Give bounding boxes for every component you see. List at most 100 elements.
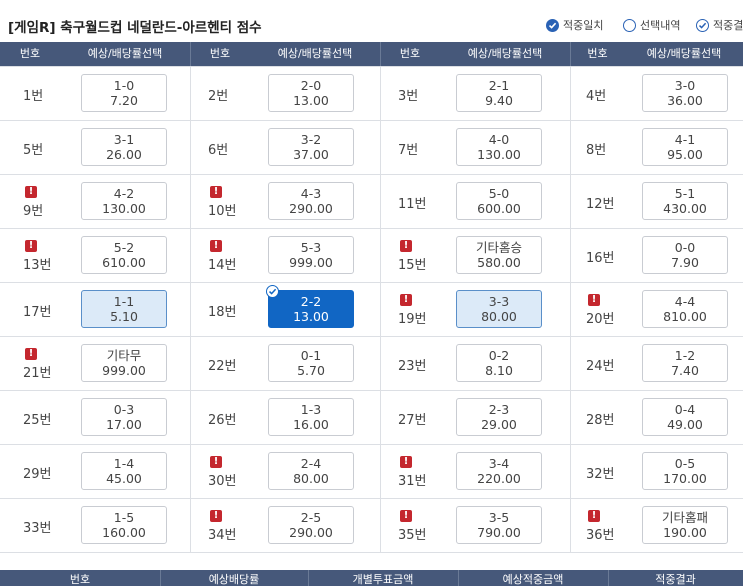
- score-label: 4-1: [674, 132, 696, 147]
- odds-button[interactable]: 1-1 5.10: [81, 290, 167, 328]
- legend-hit-match[interactable]: 적중일치: [546, 17, 603, 33]
- bet-number: 11번: [398, 197, 427, 212]
- odds-button[interactable]: 2-3 29.00: [456, 398, 542, 436]
- odds-button[interactable]: 1-5 160.00: [81, 506, 167, 544]
- odds-button[interactable]: 5-2 610.00: [81, 236, 167, 274]
- odds-button[interactable]: 3-1 26.00: [81, 128, 167, 166]
- footer-divider: [458, 570, 459, 586]
- odds-rate: 430.00: [663, 201, 707, 216]
- odds-button[interactable]: 3-3 80.00: [456, 290, 542, 328]
- odds-button[interactable]: 3-0 36.00: [642, 74, 728, 112]
- odds-button[interactable]: 4-2 130.00: [81, 182, 167, 220]
- odds-button[interactable]: 기타홈패 190.00: [642, 506, 728, 544]
- odds-button[interactable]: 0-3 17.00: [81, 398, 167, 436]
- bet-number: 6번: [208, 143, 229, 158]
- odds-button[interactable]: 5-0 600.00: [456, 182, 542, 220]
- odds-rate: 16.00: [293, 417, 329, 432]
- odds-rate: 790.00: [477, 525, 521, 540]
- score-label: 0-3: [113, 402, 135, 417]
- odds-button[interactable]: 1-3 16.00: [268, 398, 354, 436]
- legend-selection[interactable]: 선택내역: [623, 17, 680, 33]
- column-header-odds: 예상/배당률선택: [467, 47, 543, 60]
- odds-button[interactable]: 1-2 7.40: [642, 344, 728, 382]
- score-label: 기타홈승: [475, 240, 522, 255]
- bet-number: 4번: [586, 89, 607, 104]
- bet-number: 36번: [586, 528, 615, 543]
- bet-number: 25번: [23, 413, 52, 428]
- score-label: 2-5: [300, 510, 322, 525]
- odds-button[interactable]: 기타홈승 580.00: [456, 236, 542, 274]
- odds-button[interactable]: 기타무 999.00: [81, 344, 167, 382]
- odds-button[interactable]: 2-2 13.00: [268, 290, 354, 328]
- score-label: 3-5: [488, 510, 510, 525]
- odds-button[interactable]: 0-0 7.90: [642, 236, 728, 274]
- odds-button[interactable]: 3-4 220.00: [456, 452, 542, 490]
- bet-number: 8번: [586, 143, 607, 158]
- warning-icon: !: [400, 294, 412, 306]
- odds-button[interactable]: 4-3 290.00: [268, 182, 354, 220]
- bet-number: 21번: [23, 366, 52, 381]
- odds-rate: 37.00: [293, 147, 329, 162]
- score-label: 1-5: [113, 510, 135, 525]
- odds-button[interactable]: 4-0 130.00: [456, 128, 542, 166]
- row-divider: [0, 120, 743, 121]
- legend-hit-result[interactable]: 적중결: [696, 17, 743, 33]
- odds-button[interactable]: 0-2 8.10: [456, 344, 542, 382]
- score-label: 1-0: [113, 78, 135, 93]
- column-header-number: 번호: [399, 47, 421, 60]
- odds-button[interactable]: 0-1 5.70: [268, 344, 354, 382]
- row-divider: [0, 498, 743, 499]
- odds-button[interactable]: 2-4 80.00: [268, 452, 354, 490]
- score-label: 3-2: [300, 132, 322, 147]
- header-divider: [380, 42, 381, 66]
- column-header-odds: 예상/배당률선택: [87, 47, 163, 60]
- row-divider: [0, 336, 743, 337]
- score-label: 2-3: [488, 402, 510, 417]
- row-divider: [0, 174, 743, 175]
- score-label: 0-0: [674, 240, 696, 255]
- odds-button[interactable]: 4-1 95.00: [642, 128, 728, 166]
- score-label: 5-1: [674, 186, 696, 201]
- footer-col-stake: 개별투표금액: [352, 573, 414, 586]
- odds-button[interactable]: 0-5 170.00: [642, 452, 728, 490]
- odds-button[interactable]: 2-0 13.00: [268, 74, 354, 112]
- odds-button[interactable]: 3-5 790.00: [456, 506, 542, 544]
- bet-number: 1번: [23, 89, 44, 104]
- bet-number: 13번: [23, 258, 52, 273]
- bet-number: 29번: [23, 467, 52, 482]
- score-label: 1-1: [113, 294, 135, 309]
- odds-rate: 17.00: [106, 417, 142, 432]
- odds-button[interactable]: 1-0 7.20: [81, 74, 167, 112]
- check-outline-icon: [696, 18, 709, 32]
- odds-rate: 130.00: [102, 201, 146, 216]
- odds-button[interactable]: 1-4 45.00: [81, 452, 167, 490]
- odds-button[interactable]: 5-3 999.00: [268, 236, 354, 274]
- odds-button[interactable]: 2-1 9.40: [456, 74, 542, 112]
- score-label: 기타무: [106, 348, 142, 363]
- row-divider: [0, 282, 743, 283]
- column-divider: [190, 66, 191, 553]
- warning-icon: !: [210, 240, 222, 252]
- odds-rate: 49.00: [667, 417, 703, 432]
- column-header-odds: 예상/배당률선택: [277, 47, 353, 60]
- odds-button[interactable]: 3-2 37.00: [268, 128, 354, 166]
- check-icon: [266, 285, 279, 298]
- score-label: 1-3: [300, 402, 322, 417]
- warning-icon: !: [400, 456, 412, 468]
- odds-button[interactable]: 0-4 49.00: [642, 398, 728, 436]
- odds-button[interactable]: 2-5 290.00: [268, 506, 354, 544]
- bet-number: 31번: [398, 474, 427, 489]
- odds-button[interactable]: 5-1 430.00: [642, 182, 728, 220]
- odds-rate: 999.00: [289, 255, 333, 270]
- bet-number: 5번: [23, 143, 44, 158]
- warning-icon: !: [210, 456, 222, 468]
- odds-button[interactable]: 4-4 810.00: [642, 290, 728, 328]
- bet-number: 26번: [208, 413, 237, 428]
- odds-rate: 610.00: [102, 255, 146, 270]
- odds-rate: 80.00: [293, 471, 329, 486]
- bet-number: 10번: [208, 204, 237, 219]
- odds-rate: 130.00: [477, 147, 521, 162]
- odds-rate: 95.00: [667, 147, 703, 162]
- bet-number: 32번: [586, 467, 615, 482]
- odds-rate: 29.00: [481, 417, 517, 432]
